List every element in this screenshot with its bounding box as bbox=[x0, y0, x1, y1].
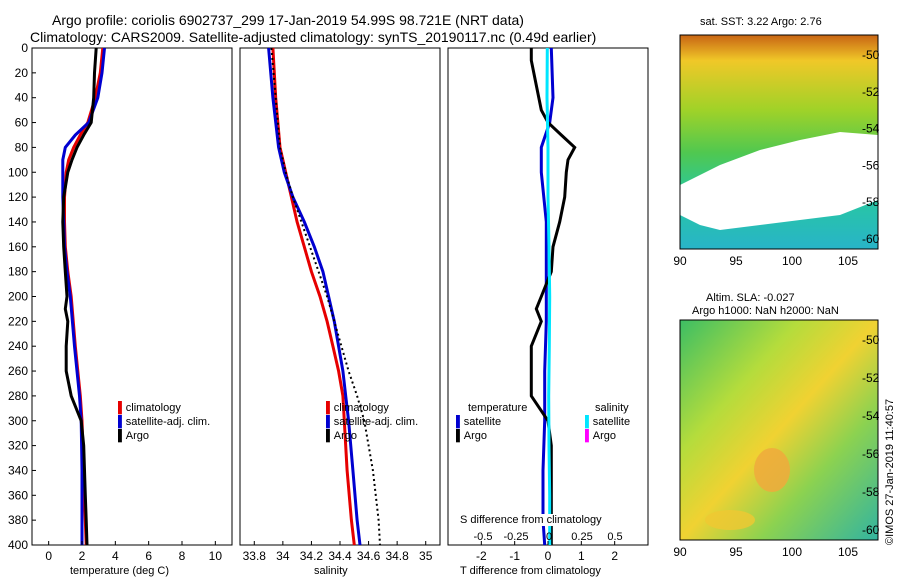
temperature-diff-legend: temperature ▌satellite ▌Argo bbox=[456, 401, 527, 443]
legend-item: ▌satellite bbox=[456, 416, 502, 428]
credit-text: ©IMOS 27-Jan-2019 11:40:57 bbox=[884, 398, 896, 545]
x-tick-label: 34.6 bbox=[357, 549, 381, 563]
depth-tick-label: 120 bbox=[8, 190, 28, 204]
series-line-argo bbox=[270, 47, 381, 546]
difference-xlabel: T difference from climatology bbox=[460, 565, 601, 577]
title-line-2: Climatology: CARS2009. Satellite-adjuste… bbox=[30, 29, 597, 45]
x-tick-label: 1 bbox=[578, 549, 585, 563]
legend-item: ▌satellite-adj. clim. bbox=[118, 416, 211, 428]
s-diff-tick-label: -0.25 bbox=[503, 531, 528, 543]
legend-item: ▌satellite bbox=[585, 416, 631, 428]
series-line-temperature-argo bbox=[529, 48, 577, 545]
salinity-diff-legend: salinity ▌satellite ▌Argo bbox=[585, 401, 630, 443]
legend-item: ▌Argo bbox=[585, 430, 617, 442]
x-tick-label: 0 bbox=[545, 549, 552, 563]
series-line-argo bbox=[61, 47, 98, 546]
depth-tick-label: 340 bbox=[8, 463, 28, 477]
depth-tick-label: 320 bbox=[8, 439, 28, 453]
depth-tick-label: 300 bbox=[8, 414, 28, 428]
salinity-legend: ▌climatology ▌satellite-adj. clim. ▌Argo bbox=[326, 401, 418, 443]
s-diff-tick-label: 0.5 bbox=[607, 531, 622, 543]
series-line-satellite-adj-clim- bbox=[267, 47, 362, 546]
sla-map-title-2: Argo h1000: NaN h2000: NaN bbox=[692, 305, 839, 317]
depth-tick-label: 200 bbox=[8, 290, 28, 304]
depth-tick-label: 180 bbox=[8, 265, 28, 279]
series-line-climatology bbox=[271, 47, 356, 546]
x-tick-label: 0 bbox=[45, 549, 52, 563]
x-tick-label: 2 bbox=[79, 549, 86, 563]
x-tick-label: 8 bbox=[179, 549, 186, 563]
legend-item: ▌climatology bbox=[118, 402, 181, 414]
legend-title: temperature bbox=[468, 402, 528, 414]
sst-map-title: sat. SST: 3.22 Argo: 2.76 bbox=[700, 16, 822, 28]
depth-tick-label: 40 bbox=[15, 91, 29, 105]
x-tick-label: 34.2 bbox=[300, 549, 324, 563]
depth-tick-label: 380 bbox=[8, 513, 28, 527]
depth-tick-label: 160 bbox=[8, 240, 28, 254]
legend-item: ▌climatology bbox=[326, 402, 389, 414]
depth-tick-label: 20 bbox=[15, 66, 29, 80]
depth-tick-label: 220 bbox=[8, 314, 28, 328]
series-line-salinity-satellite bbox=[545, 47, 552, 545]
depth-tick-label: 360 bbox=[8, 488, 28, 502]
legend-item: ▌Argo bbox=[118, 430, 150, 442]
s-diff-tick-label: -0.5 bbox=[474, 531, 493, 543]
depth-tick-label: 400 bbox=[8, 538, 28, 552]
legend-item: ▌satellite-adj. clim. bbox=[326, 416, 419, 428]
x-tick-label: 34.8 bbox=[385, 549, 409, 563]
legend-item: ▌Argo bbox=[456, 430, 488, 442]
depth-tick-label: 80 bbox=[15, 140, 29, 154]
x-tick-label: 35 bbox=[419, 549, 433, 563]
depth-tick-label: 140 bbox=[8, 215, 28, 229]
x-tick-label: 2 bbox=[611, 549, 618, 563]
temperature-panel bbox=[31, 47, 233, 546]
temperature-xlabel: temperature (deg C) bbox=[70, 565, 170, 577]
temperature-legend: ▌climatology ▌satellite-adj. clim. ▌Argo bbox=[118, 401, 210, 443]
x-tick-label: 34.4 bbox=[328, 549, 352, 563]
depth-tick-label: 280 bbox=[8, 389, 28, 403]
salinity-panel bbox=[239, 47, 441, 546]
depth-tick-label: 60 bbox=[15, 116, 29, 130]
legend-title: salinity bbox=[595, 402, 629, 414]
depth-tick-label: 100 bbox=[8, 165, 28, 179]
depth-tick-label: 260 bbox=[8, 364, 28, 378]
x-tick-label: -1 bbox=[509, 549, 520, 563]
title-line-1: Argo profile: coriolis 6902737_299 17-Ja… bbox=[52, 12, 524, 28]
x-tick-label: 6 bbox=[145, 549, 152, 563]
s-diff-tick-label: 0 bbox=[546, 531, 552, 543]
x-tick-label: -2 bbox=[476, 549, 487, 563]
s-diff-tick-label: 0.25 bbox=[571, 531, 592, 543]
depth-tick-label: 240 bbox=[8, 339, 28, 353]
sla-map-title-1: Altim. SLA: -0.027 bbox=[706, 292, 795, 304]
x-tick-label: 33.8 bbox=[243, 549, 267, 563]
difference-top-axis-label: S difference from climatology bbox=[460, 514, 602, 526]
salinity-xlabel: salinity bbox=[314, 565, 348, 577]
x-tick-label: 10 bbox=[209, 549, 223, 563]
x-tick-label: 34 bbox=[276, 549, 290, 563]
depth-tick-label: 0 bbox=[21, 41, 28, 55]
legend-item: ▌Argo bbox=[326, 430, 358, 442]
x-tick-label: 4 bbox=[112, 549, 119, 563]
